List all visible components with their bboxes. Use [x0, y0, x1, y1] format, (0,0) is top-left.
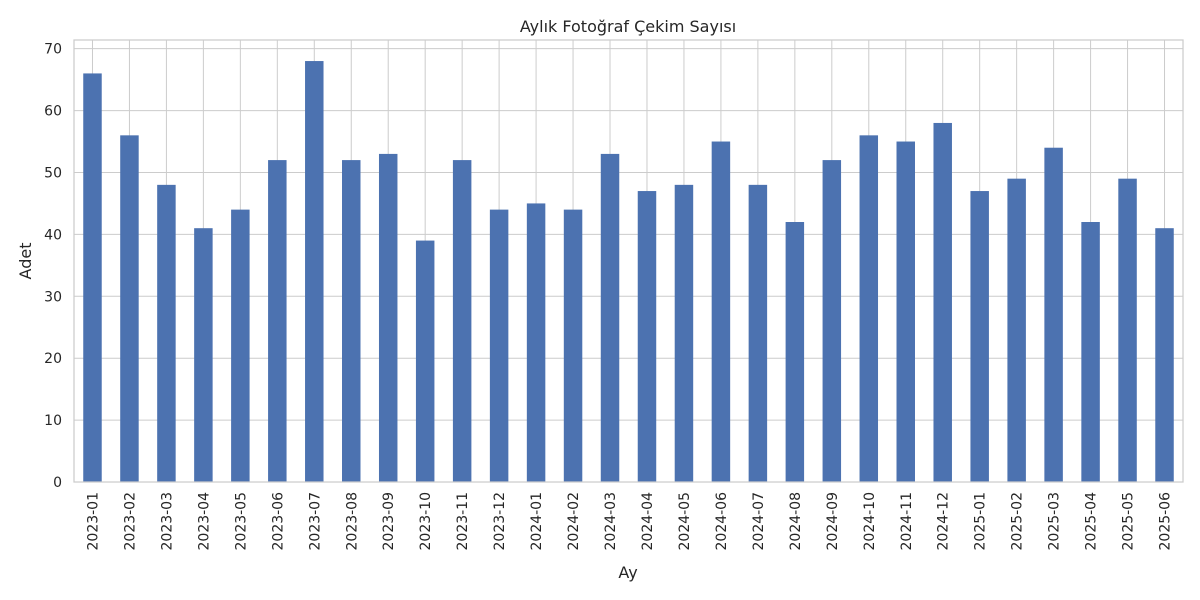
bar-2023-09	[378, 153, 398, 482]
x-tick-label: 2024-11	[899, 492, 915, 551]
bar-2025-03	[1044, 147, 1063, 482]
bar-2024-03	[600, 153, 620, 482]
bar-2023-10	[415, 240, 435, 482]
bar-2023-04	[194, 228, 213, 482]
bar-2024-10	[859, 135, 879, 483]
bars	[83, 61, 1174, 483]
bar-2024-12	[933, 122, 952, 482]
x-axis-label: Ay	[618, 563, 637, 582]
y-tick-label: 10	[44, 413, 62, 429]
bar-2023-12	[489, 209, 509, 482]
x-tick-label: 2025-06	[1158, 492, 1174, 551]
x-tick-labels: 2023-01 2023-02 2023-03 2023-04 2023-05 2023-…	[85, 492, 1173, 551]
bar-2023-07	[305, 61, 324, 483]
plot-frame	[73, 39, 1184, 483]
bar-2024-08	[785, 222, 805, 482]
y-tick-label: 40	[44, 227, 62, 243]
bar-2024-05	[674, 184, 694, 482]
y-tick-label: 50	[44, 165, 62, 181]
bar-2023-11	[452, 160, 472, 482]
x-tick-label: 2023-01	[85, 492, 101, 551]
x-tick-label: 2023-11	[455, 492, 471, 551]
x-tick-label: 2023-03	[159, 492, 175, 551]
bar-2025-06	[1155, 228, 1174, 482]
x-tick-label: 2024-09	[825, 492, 841, 551]
bar-2025-04	[1081, 222, 1100, 482]
x-tick-label: 2025-04	[1084, 492, 1100, 551]
x-tick-label: 2023-08	[344, 492, 360, 551]
x-tick-label: 2023-12	[492, 492, 508, 551]
x-tick-label: 2025-01	[973, 492, 989, 551]
x-tick-label: 2023-06	[270, 492, 286, 551]
bar-2025-05	[1118, 178, 1137, 482]
x-tick-label: 2024-01	[529, 492, 545, 551]
bar-2023-03	[157, 184, 176, 482]
y-tick-label: 30	[44, 289, 62, 305]
y-tick-label: 70	[44, 42, 62, 58]
bar-2024-07	[748, 184, 768, 482]
bar-2024-06	[711, 141, 731, 482]
x-tick-label: 2024-12	[936, 492, 952, 551]
x-tick-label: 2023-05	[233, 492, 249, 551]
bar-2023-01	[83, 73, 102, 482]
x-tick-label: 2023-04	[196, 492, 212, 551]
bar-2025-02	[1007, 178, 1026, 482]
x-tick-label: 2024-05	[677, 492, 693, 551]
bar-2025-01	[970, 191, 989, 483]
x-tick-label: 2024-08	[788, 492, 804, 551]
bar-2024-01	[526, 203, 546, 482]
bar-2024-09	[822, 160, 842, 482]
bar-2023-06	[268, 160, 287, 482]
x-tick-label: 2025-03	[1047, 492, 1063, 551]
x-tick-label: 2024-10	[862, 492, 878, 551]
x-tick-label: 2023-09	[381, 492, 397, 551]
x-tick-label: 2025-05	[1121, 492, 1137, 551]
bar-2023-02	[120, 135, 139, 483]
bar-2023-08	[342, 160, 361, 482]
y-tick-label: 60	[44, 104, 62, 120]
x-tick-label: 2023-10	[418, 492, 434, 551]
x-tick-label: 2024-02	[566, 492, 582, 551]
bar-2023-05	[231, 209, 250, 482]
x-tick-label: 2024-07	[751, 492, 767, 551]
bar-2024-02	[563, 209, 583, 482]
y-axis-label: Adet	[16, 243, 35, 280]
bar-2024-04	[637, 191, 657, 483]
bar-2024-11	[896, 141, 915, 482]
x-tick-label: 2025-02	[1010, 492, 1026, 551]
x-tick-label: 2023-02	[122, 492, 138, 551]
x-tick-label: 2024-06	[714, 492, 730, 551]
y-tick-label: 0	[53, 475, 62, 491]
chart-title: Aylık Fotoğraf Çekim Sayısı	[520, 17, 736, 36]
y-tick-label: 20	[44, 351, 62, 367]
x-tick-label: 2023-07	[307, 492, 323, 551]
y-tick-labels: 0 10 20 30 40 50 60 70	[44, 42, 62, 491]
x-tick-label: 2024-04	[640, 492, 656, 551]
x-tick-label: 2024-03	[603, 492, 619, 551]
